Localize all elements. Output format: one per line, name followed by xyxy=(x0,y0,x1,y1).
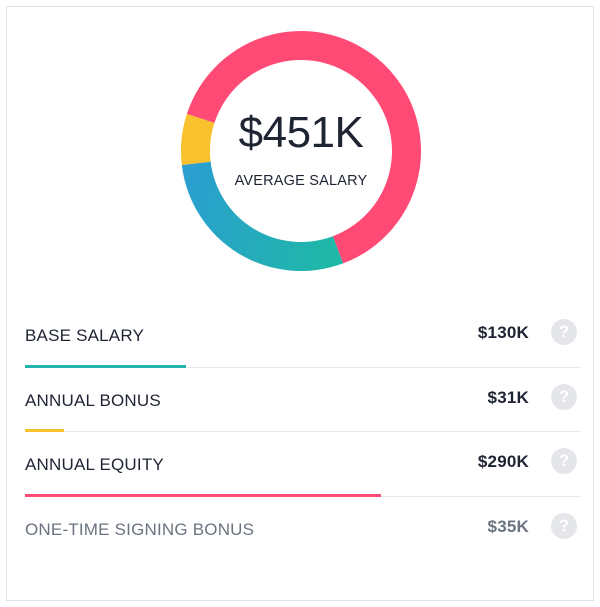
row-label: ANNUAL EQUITY xyxy=(25,455,164,474)
row-share-bar xyxy=(25,429,64,432)
donut-slice-annual-bonus xyxy=(181,113,215,166)
question-icon[interactable]: ? xyxy=(551,448,577,474)
donut-center: $451K AVERAGE SALARY xyxy=(181,31,421,271)
row-share-bar xyxy=(25,364,186,368)
row-value: $130K xyxy=(477,323,529,342)
salary-donut-chart: $451K AVERAGE SALARY xyxy=(181,31,421,271)
donut-slice-base-salary xyxy=(181,161,344,271)
average-salary-amount: $451K xyxy=(238,108,364,157)
row-annual-equity: ANNUAL EQUITY $290K ? xyxy=(25,432,581,497)
row-label: ONE-TIME SIGNING BONUS xyxy=(25,519,255,539)
question-icon[interactable]: ? xyxy=(551,319,577,345)
row-base-salary: BASE SALARY $130K ? xyxy=(25,303,581,368)
question-icon[interactable]: ? xyxy=(551,383,577,410)
row-label: BASE SALARY xyxy=(25,326,145,345)
row-annual-bonus: ANNUAL BONUS $31K ? xyxy=(25,368,581,432)
row-value: $31K xyxy=(487,387,529,407)
donut-svg xyxy=(181,31,421,271)
average-salary-label: AVERAGE SALARY xyxy=(234,173,368,189)
salary-card: $451K AVERAGE SALARY BASE SALARY $130K ?… xyxy=(6,6,594,601)
compensation-breakdown: BASE SALARY $130K ? ANNUAL BONUS $31K ? … xyxy=(25,303,581,561)
row-value: $35K xyxy=(487,516,529,536)
row-one-time-signing-bonus: ONE-TIME SIGNING BONUS $35K ? xyxy=(25,497,581,562)
row-share-bar xyxy=(25,493,381,497)
row-value: $290K xyxy=(477,452,529,471)
question-icon[interactable]: ? xyxy=(551,512,577,539)
row-label: ANNUAL BONUS xyxy=(25,390,161,410)
